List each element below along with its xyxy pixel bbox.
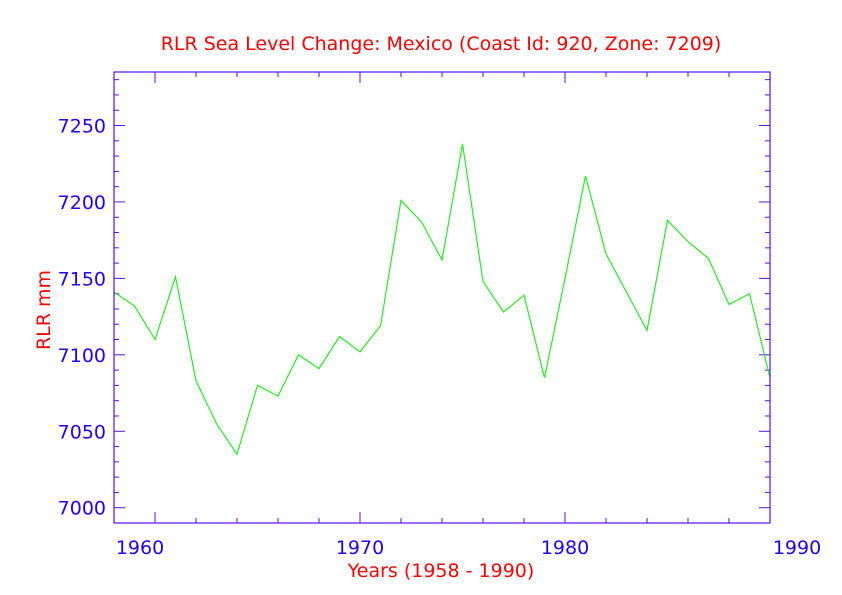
- plot-frame: [113, 71, 771, 524]
- y-tick-labels: 7000 7050 7100 7150 7200 7250: [58, 116, 106, 520]
- y-axis-label: RLR mm: [33, 270, 55, 350]
- y-tick-label: 7150: [58, 268, 106, 290]
- y-tick-label: 7000: [58, 498, 106, 520]
- x-tick-label: 1970: [336, 537, 384, 559]
- y-tick-label: 7050: [58, 421, 106, 443]
- y-tick-label: 7200: [58, 192, 106, 214]
- chart-title: RLR Sea Level Change: Mexico (Coast Id: …: [161, 33, 722, 55]
- x-tick-label: 1990: [773, 537, 821, 559]
- x-axis-label: Years (1958 - 1990): [347, 560, 535, 582]
- x-tick-labels: 1960 1970 1980 1990: [116, 537, 821, 559]
- y-tick-label: 7250: [58, 116, 106, 138]
- minor-ticks: [113, 72, 770, 524]
- series-line-rlr: [113, 143, 771, 456]
- y-tick-label: 7100: [58, 345, 106, 367]
- x-tick-label: 1980: [541, 537, 589, 559]
- x-tick-label: 1960: [116, 537, 164, 559]
- major-ticks: [114, 72, 771, 523]
- series-group: [113, 143, 771, 456]
